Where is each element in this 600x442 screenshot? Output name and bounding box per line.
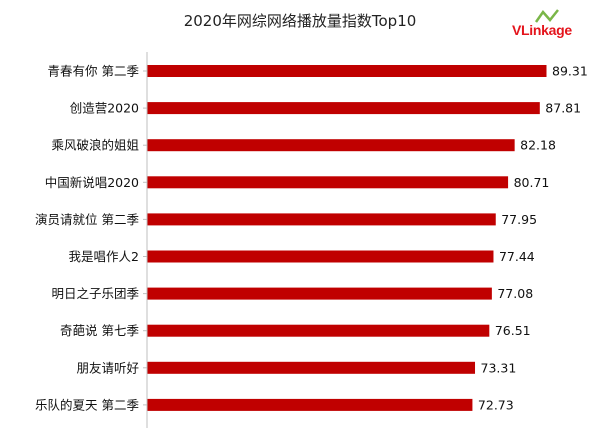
bar	[147, 139, 515, 152]
value-label: 77.08	[497, 286, 533, 301]
category-label: 我是唱作人2	[69, 249, 139, 264]
value-label: 72.73	[478, 397, 514, 412]
value-label: 77.95	[501, 212, 537, 227]
bar	[147, 287, 492, 300]
category-label: 演员请就位 第二季	[35, 212, 139, 227]
category-label: 乐队的夏天 第二季	[35, 397, 139, 412]
category-label: 明日之子乐团季	[51, 286, 139, 301]
logo-text-v: V	[512, 22, 522, 38]
value-label: 89.31	[552, 64, 588, 79]
value-label: 73.31	[481, 360, 517, 375]
category-label: 创造营2020	[70, 101, 139, 116]
category-label: 青春有你 第二季	[48, 64, 140, 79]
bar	[147, 324, 490, 337]
bar	[147, 176, 509, 189]
logo-text: VLinkage	[512, 22, 572, 38]
bar	[147, 250, 494, 263]
chart-title: 2020年网综网络播放量指数Top10	[183, 12, 417, 30]
vlinkage-logo: VLinkage	[512, 8, 594, 42]
value-label: 77.44	[499, 249, 535, 264]
value-label: 87.81	[545, 101, 581, 116]
bar	[147, 361, 476, 374]
bar	[147, 65, 547, 77]
value-label: 82.18	[520, 138, 556, 153]
value-label: 80.71	[514, 175, 550, 190]
category-label: 中国新说唱2020	[45, 175, 139, 190]
category-label: 乘风破浪的姐姐	[51, 138, 139, 153]
bar	[147, 213, 496, 226]
bar	[147, 102, 540, 115]
value-label: 76.51	[495, 323, 531, 338]
category-label: 朋友请听好	[76, 360, 139, 375]
logo-text-rest: Linkage	[521, 22, 572, 38]
category-label: 奇葩说 第七季	[60, 323, 139, 338]
bar	[147, 398, 473, 411]
logo-chevron-icon	[534, 9, 559, 23]
